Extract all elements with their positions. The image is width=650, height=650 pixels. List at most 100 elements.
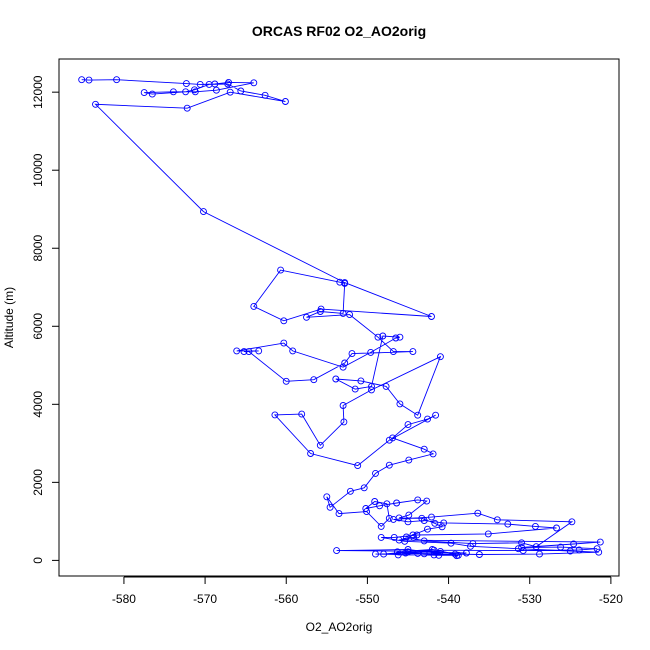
- data-point: [420, 517, 428, 525]
- data-point: [420, 550, 428, 558]
- data-point: [85, 76, 93, 84]
- data-point: [451, 550, 459, 558]
- data-point: [280, 317, 288, 325]
- chart-title: ORCAS RF02 O2_AO2orig: [252, 23, 426, 39]
- data-point: [368, 386, 375, 394]
- data-point: [514, 545, 522, 553]
- data-point: [363, 508, 371, 516]
- y-tick-label: 8000: [31, 235, 45, 262]
- data-point: [389, 515, 397, 523]
- data-point: [404, 548, 412, 556]
- data-point: [462, 549, 470, 557]
- data-point: [169, 88, 177, 96]
- data-point: [191, 86, 198, 94]
- data-point: [205, 80, 213, 88]
- data-point: [340, 418, 348, 426]
- data-point: [575, 546, 583, 554]
- y-tick-label: 2000: [31, 469, 45, 496]
- x-tick-label: -530: [518, 592, 542, 606]
- data-point: [447, 539, 455, 547]
- plot-area: [58, 58, 620, 577]
- data-point: [316, 441, 324, 449]
- data-point: [596, 538, 604, 546]
- data-point: [493, 516, 501, 524]
- data-point: [280, 339, 288, 347]
- data-point: [250, 79, 258, 87]
- y-tick-label: 0: [31, 557, 45, 564]
- data-point: [414, 496, 422, 504]
- data-point: [531, 522, 539, 530]
- data-point: [414, 411, 422, 419]
- data-point: [380, 550, 388, 558]
- data-point: [92, 100, 99, 108]
- data-point: [333, 547, 341, 555]
- data-point: [430, 551, 438, 559]
- data-point: [326, 503, 334, 511]
- data-point: [368, 382, 375, 390]
- data-point: [240, 348, 248, 356]
- data-point: [339, 402, 347, 409]
- data-point: [484, 530, 492, 538]
- data-point: [357, 377, 365, 385]
- data-point: [420, 537, 428, 545]
- series-points: [78, 76, 604, 560]
- data-point: [148, 90, 156, 98]
- data-point: [360, 484, 368, 492]
- x-axis: -580 -570 -560 -550 -540 -530 -520: [112, 576, 623, 606]
- data-point: [593, 545, 601, 553]
- data-point: [245, 348, 253, 356]
- data-point: [409, 348, 417, 356]
- data-point: [323, 493, 331, 501]
- data-point: [377, 522, 385, 530]
- data-point: [379, 332, 387, 340]
- x-tick-label: -550: [355, 592, 379, 606]
- data-point: [140, 89, 148, 97]
- data-point: [354, 462, 362, 470]
- data-point: [395, 536, 403, 544]
- data-point: [233, 347, 241, 355]
- data-point: [428, 513, 435, 521]
- data-point: [414, 549, 422, 557]
- data-point: [474, 509, 482, 517]
- y-axis-label: Altitude (m): [2, 287, 16, 348]
- data-point: [392, 334, 400, 342]
- data-point: [404, 518, 412, 526]
- data-point: [281, 98, 289, 105]
- data-point: [346, 487, 354, 495]
- series-line: [81, 79, 601, 557]
- data-point: [298, 410, 306, 418]
- data-point: [307, 450, 315, 457]
- y-tick-label: 6000: [31, 313, 45, 340]
- data-point: [351, 385, 359, 393]
- data-point: [372, 550, 379, 558]
- data-point: [435, 551, 443, 559]
- data-point: [440, 519, 448, 527]
- data-point: [346, 311, 354, 319]
- data-point: [438, 523, 446, 531]
- data-point: [402, 533, 410, 541]
- data-point: [389, 434, 397, 442]
- data-point: [424, 415, 431, 423]
- data-point: [183, 104, 191, 112]
- x-tick-label: -580: [112, 592, 136, 606]
- data-point: [226, 88, 234, 96]
- data-point: [518, 544, 526, 551]
- data-point: [303, 313, 310, 321]
- data-point: [404, 421, 412, 429]
- data-point: [310, 376, 318, 384]
- data-point: [405, 511, 413, 519]
- data-point: [212, 86, 220, 94]
- data-point: [557, 543, 565, 551]
- y-tick-label: 4000: [31, 391, 45, 418]
- data-point: [393, 548, 401, 556]
- x-tick-label: -520: [599, 592, 623, 606]
- data-point: [532, 543, 540, 551]
- data-point: [289, 347, 297, 355]
- data-point: [436, 353, 444, 361]
- x-tick-label: -560: [274, 592, 298, 606]
- x-axis-label: O2_AO2orig: [306, 620, 373, 634]
- data-point: [410, 533, 418, 541]
- data-point: [394, 551, 402, 559]
- data-point: [568, 518, 576, 526]
- data-point: [389, 348, 397, 356]
